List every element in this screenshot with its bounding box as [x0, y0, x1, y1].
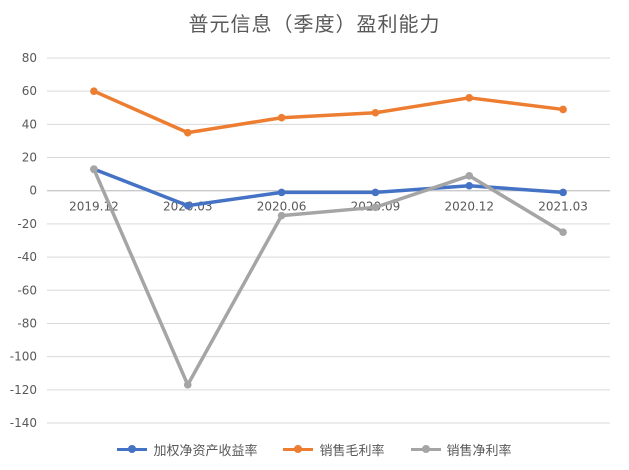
chart-title: 普元信息（季度）盈利能力: [188, 12, 441, 36]
legend-item: 销售净利率: [410, 440, 512, 459]
legend: 加权净资产收益率 销售毛利率 销售净利率: [0, 440, 629, 459]
x-tick-label: 2020.06: [257, 200, 307, 214]
data-point: [371, 188, 380, 197]
data-point: [465, 171, 474, 180]
y-tick-label: 80: [22, 51, 37, 65]
data-point: [465, 181, 474, 190]
legend-item: 加权净资产收益率: [117, 440, 257, 459]
legend-swatch: [410, 445, 441, 453]
y-tick-label: 0: [29, 184, 37, 198]
data-point: [90, 87, 98, 95]
legend-item: 销售毛利率: [283, 440, 385, 459]
x-tick-label: 2019.12: [69, 200, 119, 214]
y-tick-label: -40: [17, 250, 37, 264]
legend-marker: [421, 445, 430, 453]
data-point: [277, 113, 286, 122]
legend-marker: [128, 445, 137, 453]
data-point: [183, 201, 192, 210]
y-tick-label: 20: [22, 151, 37, 165]
x-tick-label: 2020.12: [444, 200, 494, 214]
data-point: [183, 381, 192, 389]
legend-swatch: [283, 445, 314, 453]
y-tick-label: -100: [10, 350, 37, 364]
y-tick-label: -80: [17, 316, 37, 330]
data-point: [559, 105, 567, 114]
legend-label: 销售毛利率: [319, 444, 385, 459]
y-tick-label: 60: [22, 84, 37, 98]
y-tick-label: -140: [10, 416, 37, 430]
data-point: [559, 188, 567, 197]
data-point: [371, 108, 380, 117]
legend-label: 销售净利率: [446, 444, 512, 459]
x-tick-label: 2021.03: [538, 200, 588, 214]
data-point: [559, 228, 567, 237]
series-line-3: [92, 167, 565, 387]
data-point: [371, 203, 380, 212]
data-point: [465, 94, 474, 102]
legend-swatch: [117, 445, 148, 453]
y-tick-label: -60: [17, 283, 37, 297]
y-tick-label: -20: [17, 217, 37, 231]
y-tick-label: -120: [10, 383, 37, 397]
y-tick-label: 40: [22, 117, 37, 131]
legend-marker: [294, 445, 303, 453]
data-point: [90, 165, 98, 173]
legend-label: 加权净资产收益率: [153, 444, 258, 459]
data-point: [277, 211, 286, 220]
data-point: [183, 128, 192, 137]
data-point: [277, 188, 286, 197]
series-line-2: [92, 89, 565, 135]
